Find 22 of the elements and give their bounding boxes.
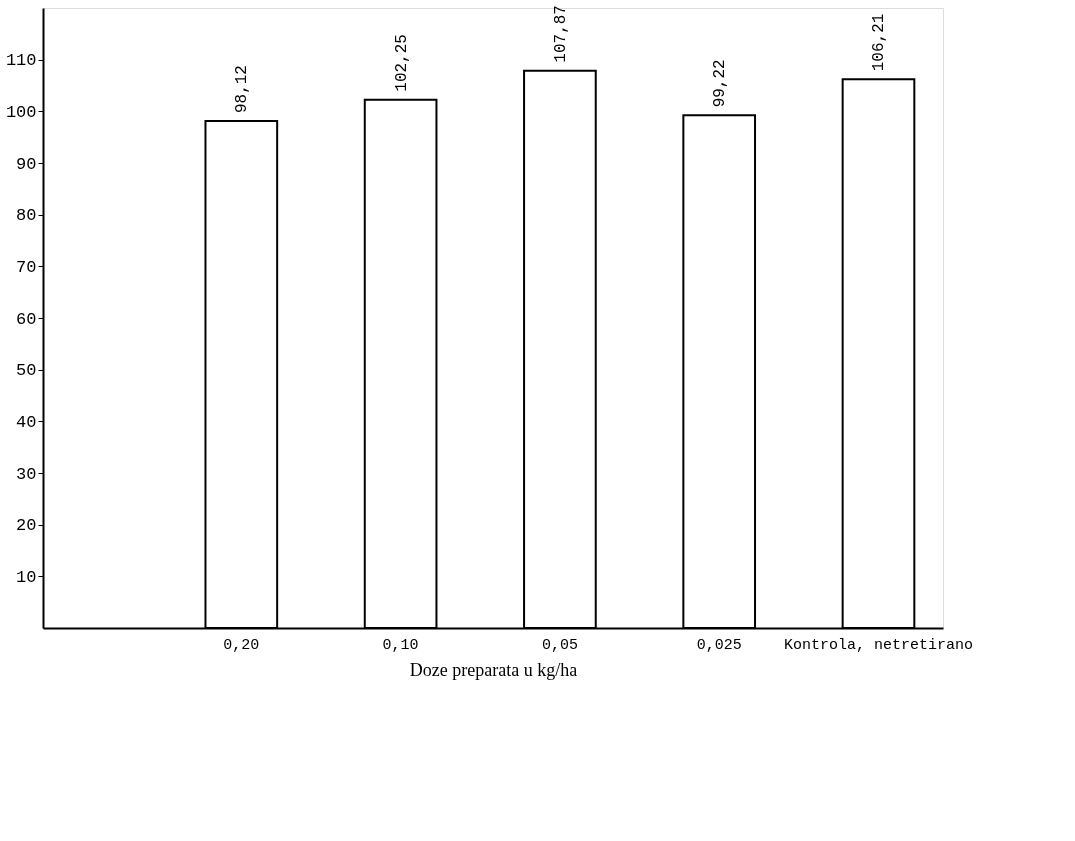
y-tick-label: 40 — [16, 412, 37, 432]
x-tick-label: 0,025 — [696, 636, 742, 654]
data-label: 106,21 — [870, 13, 889, 72]
y-tick-label: 20 — [16, 516, 37, 536]
x-axis-title: Doze preparata u kg/ha — [409, 659, 578, 680]
y-tick-label: 70 — [16, 257, 37, 277]
y-tick-label: 110 — [5, 51, 37, 71]
y-tick-label: 90 — [16, 154, 37, 174]
x-tick-label: 0,05 — [541, 636, 578, 654]
data-label: 107,87 — [551, 5, 570, 63]
y-tick-label: 50 — [16, 361, 37, 381]
data-label: 102,25 — [392, 34, 411, 92]
data-label: 99,22 — [711, 59, 730, 108]
x-tick-label: 0,10 — [382, 636, 419, 654]
y-tick-label: 100 — [5, 102, 37, 122]
y-tick-label: 10 — [16, 567, 37, 587]
x-tick-label: Kontrola, netretirano — [783, 636, 973, 654]
y-tick-label: 30 — [16, 464, 37, 484]
x-tick-label: 0,20 — [223, 636, 260, 654]
y-tick-label: 80 — [16, 206, 37, 226]
data-label: 98,12 — [233, 65, 252, 114]
y-tick-label: 60 — [16, 309, 37, 329]
